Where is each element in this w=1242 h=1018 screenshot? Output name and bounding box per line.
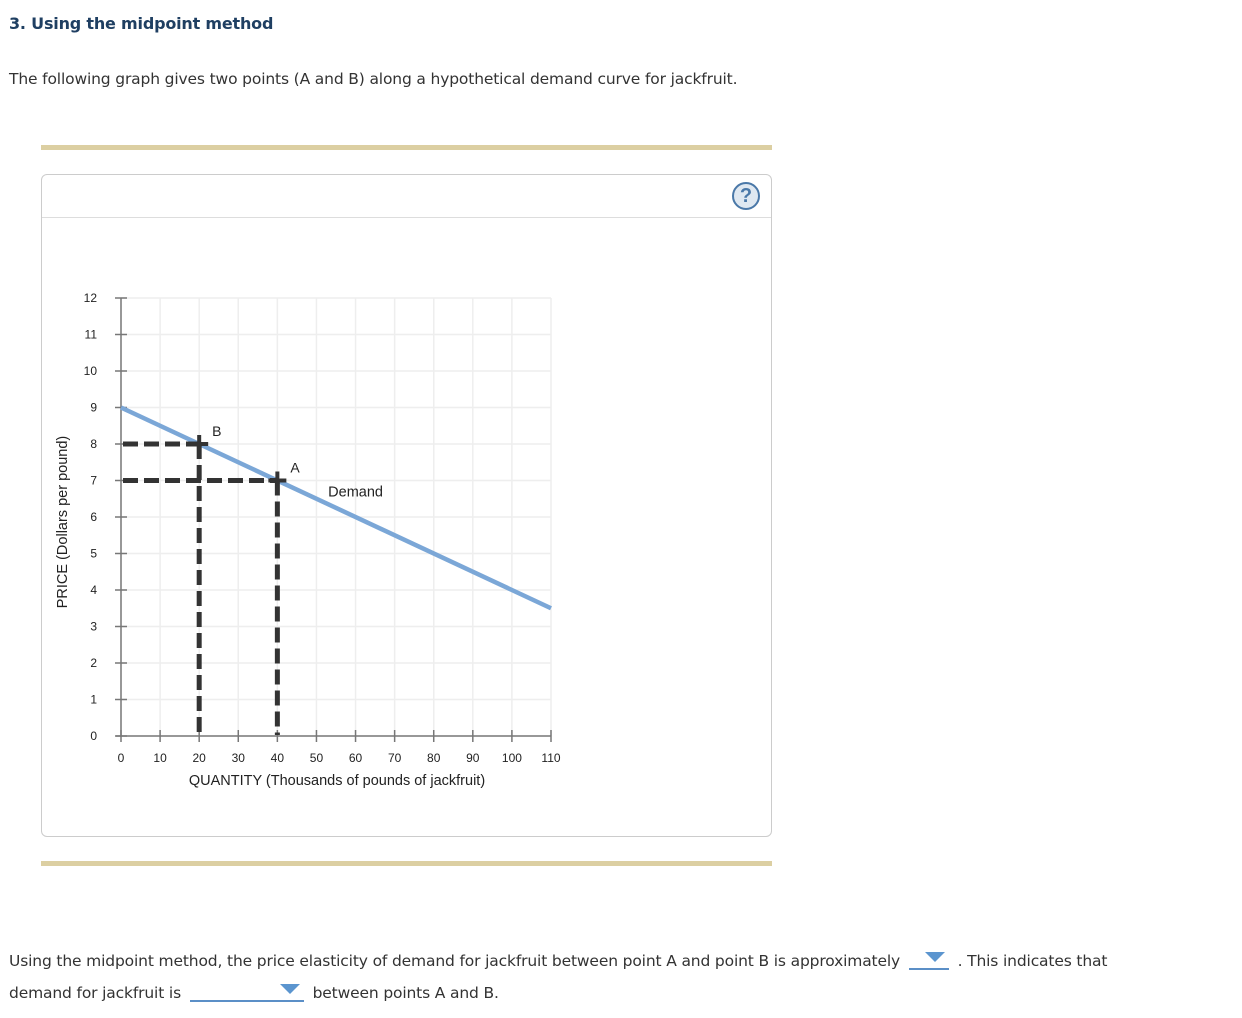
graph-panel: ? [41,174,772,837]
x-tick-label: 50 [310,751,324,765]
x-tick-label: 60 [349,751,363,765]
x-tick-label: 70 [388,751,402,765]
demand-curve [120,405,552,611]
y-tick-label: 11 [85,328,98,342]
question-intro: The following graph gives two points (A … [9,70,738,88]
y-tick-label: 6 [90,510,97,524]
x-tick-label: 30 [232,751,246,765]
y-tick-label: 8 [90,437,97,451]
dropdown-arrow-icon [924,952,945,962]
help-question-icon[interactable]: ? [732,182,760,210]
y-tick-label: 9 [90,401,97,415]
y-tick-label: 0 [90,729,97,743]
x-tick-label: 20 [193,751,207,765]
answer-text-before-elasticity: Using the midpoint method, the price ela… [9,952,901,970]
y-axis-label: PRICE (Dollars per pound) [55,436,71,608]
demand-label: Demand [328,484,383,500]
answer-sentence-2: demand for jackfruit is between points A… [9,980,499,1002]
bottom-divider [41,861,772,866]
y-tick-label: 2 [90,656,97,670]
dropdown-arrow-icon [279,984,300,994]
point-label-b: B [212,423,221,439]
x-tick-label: 80 [427,751,441,765]
x-tick-label: 110 [541,751,560,765]
y-tick-label: 1 [90,693,97,707]
x-tick-label: 10 [153,751,167,765]
x-tick-label: 40 [271,751,285,765]
graph-header: ? [42,175,771,218]
answer-sentence-1: Using the midpoint method, the price ela… [9,948,1107,970]
y-tick-label: 4 [90,583,97,597]
answer-text-before-type: demand for jackfruit is [9,984,181,1002]
x-tick-label: 90 [466,751,480,765]
elasticity-dropdown[interactable] [908,948,949,970]
x-tick-label: 0 [118,751,125,765]
y-tick-label: 10 [84,364,98,378]
top-divider [41,145,772,150]
question-title: 3. Using the midpoint method [9,14,274,33]
y-tick-label: 7 [90,474,97,488]
y-tick-label: 3 [90,620,97,634]
answer-text-after-type: between points A and B. [312,984,499,1002]
y-tick-label: 12 [84,291,98,305]
x-tick-label: 100 [502,751,522,765]
point-label-a: A [290,460,300,476]
x-axis-label: QUANTITY (Thousands of pounds of jackfru… [189,773,485,789]
elasticity-type-dropdown[interactable] [189,980,304,1002]
answer-text-after-elasticity: . This indicates that [957,952,1108,970]
y-tick-label: 5 [90,547,97,561]
